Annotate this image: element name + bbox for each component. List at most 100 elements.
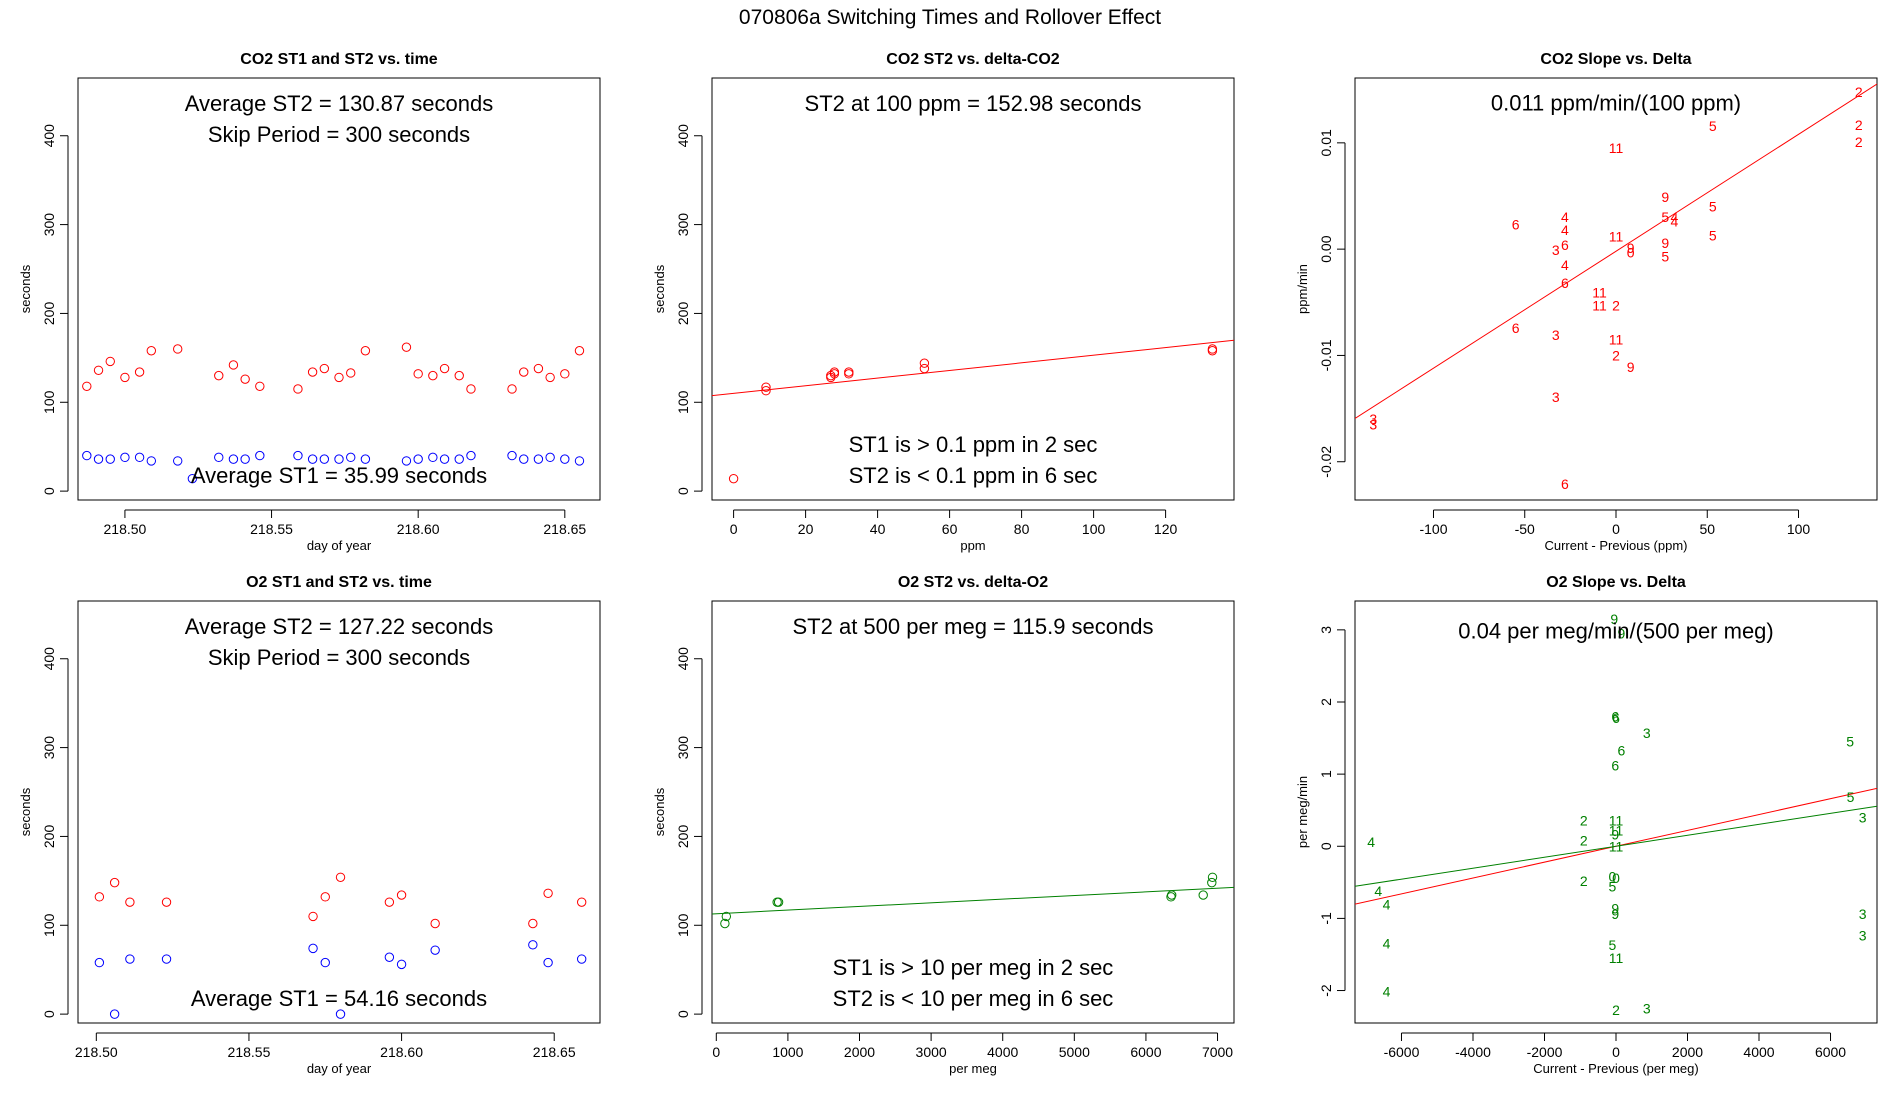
data-point-st2 <box>829 367 840 377</box>
data-point-st2 <box>439 363 450 374</box>
x-tick-label: -4000 <box>1455 1044 1491 1060</box>
y-tick-label: -1 <box>1318 912 1334 925</box>
data-point-label: 9 <box>1610 611 1618 627</box>
x-tick-label: 4000 <box>1743 1044 1774 1060</box>
y-tick-label: 0 <box>1318 842 1334 850</box>
data-point-label: 2 <box>1612 1002 1620 1018</box>
data-point-label: 2 <box>1855 117 1863 133</box>
data-point-st1 <box>240 454 250 464</box>
data-point-label: 9 <box>1661 189 1669 205</box>
data-point-label: 5 <box>1661 209 1669 225</box>
data-point-st1 <box>293 450 303 461</box>
data-point-st1 <box>319 454 330 464</box>
data-point-label: 6 <box>1561 476 1569 492</box>
data-point-st2 <box>1167 890 1177 900</box>
plot-frame <box>711 77 1235 501</box>
data-point-label: 9 <box>1611 906 1619 922</box>
data-point-label: 11 <box>1609 331 1624 347</box>
data-point-label: 4 <box>1383 897 1391 913</box>
data-point-st1 <box>576 954 587 964</box>
x-tick-label: -50 <box>1515 521 1535 537</box>
data-point-st1 <box>307 454 318 464</box>
x-tick-label: 0 <box>730 521 738 537</box>
y-tick-label: 300 <box>41 736 57 760</box>
data-point-label: 3 <box>1643 1001 1651 1017</box>
data-point-label: 4 <box>1374 883 1382 899</box>
data-point-label: 9 <box>1617 625 1625 641</box>
data-point-label: 5 <box>1709 227 1717 243</box>
data-point-label: 2 <box>1580 812 1588 828</box>
x-axis-label: Current - Previous (per meg) <box>1533 1061 1698 1076</box>
data-point-st2 <box>454 370 464 381</box>
data-point-st2 <box>240 374 250 384</box>
chart-title: O2 ST1 and ST2 vs. time <box>246 574 432 591</box>
annotation: 0.04 per meg/min/(500 per meg) <box>1458 618 1774 643</box>
x-tick-label: 218.65 <box>533 1044 576 1060</box>
y-tick-label: 400 <box>675 647 691 671</box>
data-point-st2 <box>308 911 318 922</box>
y-tick-label: 100 <box>675 913 691 937</box>
data-point-label: 6 <box>1512 320 1520 336</box>
data-point-st1 <box>187 473 198 484</box>
data-point-label: 2 <box>1855 134 1863 150</box>
data-point-st1 <box>413 454 423 464</box>
annotation: Average ST2 = 127.22 seconds <box>185 614 493 639</box>
data-point-st2 <box>346 368 356 378</box>
data-point-label: 4 <box>1671 214 1679 230</box>
data-point-st1 <box>335 1009 346 1019</box>
data-point-label: 11 <box>1592 297 1607 313</box>
annotation: Average ST1 = 35.99 seconds <box>191 463 487 488</box>
data-point-label: 9 <box>1627 359 1635 375</box>
data-point-st2 <box>413 369 423 379</box>
data-point-label: 5 <box>1609 879 1617 895</box>
data-point-st2 <box>307 367 318 377</box>
data-point-st2 <box>545 372 555 383</box>
chart-title: O2 Slope vs. Delta <box>1546 574 1686 591</box>
x-tick-label: -6000 <box>1384 1044 1420 1060</box>
data-point-label: 2 <box>1855 84 1863 100</box>
data-point-st1 <box>255 450 265 461</box>
plot-area <box>712 339 1234 484</box>
data-point-st1 <box>161 954 172 964</box>
data-point-st1 <box>560 454 570 464</box>
data-point-label: 3 <box>1859 906 1867 922</box>
data-point-label: 4 <box>1383 983 1391 999</box>
y-tick-label: 300 <box>41 213 57 237</box>
y-tick-label: 200 <box>41 302 57 326</box>
data-point-st1 <box>428 452 438 463</box>
annotation: ST2 is < 10 per meg in 6 sec <box>833 986 1114 1011</box>
data-point-label: 3 <box>1552 242 1560 258</box>
data-point-st2 <box>109 877 120 888</box>
annotation: Skip Period = 300 seconds <box>208 122 470 147</box>
x-axis-label: per meg <box>949 1061 997 1076</box>
data-point-st2 <box>161 897 172 907</box>
y-tick-label: 1 <box>1318 770 1334 778</box>
data-point-st1 <box>454 454 464 464</box>
y-tick-label: 0.01 <box>1318 129 1334 156</box>
x-tick-label: 5000 <box>1059 1044 1090 1060</box>
x-tick-label: 4000 <box>987 1044 1018 1060</box>
plot-frame <box>1354 600 1878 1024</box>
x-tick-label: -2000 <box>1527 1044 1563 1060</box>
data-point-st1 <box>543 957 553 968</box>
x-tick-label: 40 <box>870 521 886 537</box>
data-point-st1 <box>120 452 130 463</box>
data-point-label: 4 <box>1383 936 1391 952</box>
data-point-st1 <box>396 959 407 970</box>
data-point-st2 <box>94 892 105 902</box>
data-point-label: 2 <box>1612 297 1620 313</box>
data-point-st2 <box>105 356 115 367</box>
data-point-st2 <box>761 382 771 392</box>
y-tick-label: 3 <box>1318 626 1334 634</box>
y-axis-label: seconds <box>18 787 33 836</box>
chart-title: CO2 ST2 vs. delta-CO2 <box>886 51 1059 68</box>
x-axis-label: day of year <box>307 1061 372 1076</box>
annotation: 0.011 ppm/min/(100 ppm) <box>1491 91 1741 116</box>
x-tick-label: 3000 <box>916 1044 947 1060</box>
x-axis-label: day of year <box>307 538 372 553</box>
data-point-label: 9 <box>1661 235 1669 251</box>
data-point-st2 <box>320 892 330 902</box>
data-point-label: 11 <box>1609 228 1624 244</box>
data-point-label: 3 <box>1369 417 1377 433</box>
data-point-st2 <box>576 897 587 907</box>
